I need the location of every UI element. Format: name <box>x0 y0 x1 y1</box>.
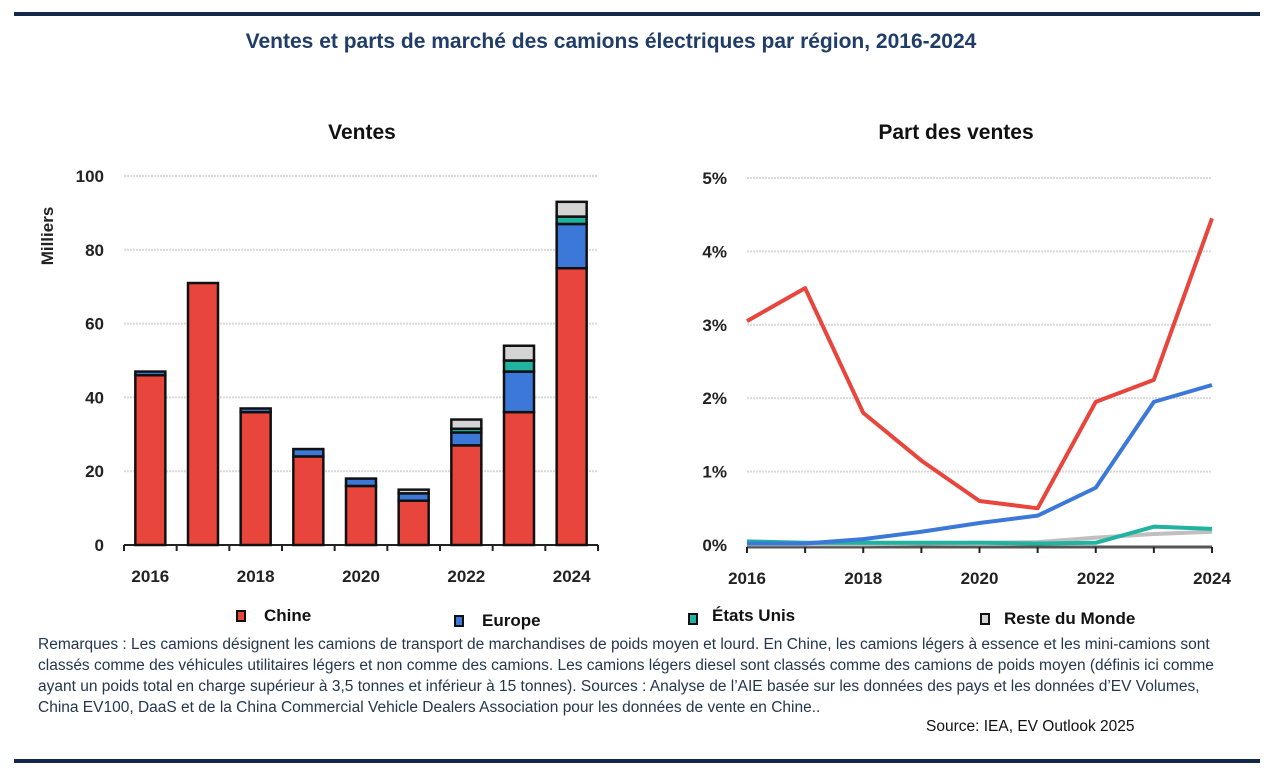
y-tick-label: 0 <box>95 536 104 555</box>
legend-swatch-reste-du-monde <box>980 613 990 625</box>
figure-title: Ventes et parts de marché des camions él… <box>245 30 977 53</box>
legend-swatch-etats-unis <box>688 613 698 625</box>
bar-chine-2024 <box>555 267 588 547</box>
bar-chine-2020 <box>344 484 378 547</box>
bar-chine-2022 <box>450 444 483 547</box>
y-tick-label: 1% <box>702 463 727 482</box>
legend-label-reste-du-monde: Reste du Monde <box>1004 609 1136 628</box>
legend-label-europe: Europe <box>482 611 541 630</box>
x-tick-label: 2020 <box>961 569 999 588</box>
bottom-rule <box>14 759 1260 763</box>
x-tick-label: 2024 <box>553 567 591 586</box>
legend-item-reste-du-monde: Reste du Monde <box>980 609 1135 629</box>
y-tick-label: 3% <box>702 316 727 335</box>
right-chart-title: Part des ventes <box>878 121 1034 144</box>
bar-chine-2021 <box>397 499 430 547</box>
y-tick-label: 2% <box>702 389 727 408</box>
source-credit: Source: IEA, EV Outlook 2025 <box>926 718 1135 735</box>
x-tick-label: 2016 <box>131 567 169 586</box>
legend-item-chine: Chine <box>236 606 311 626</box>
y-tick-label: 0% <box>702 536 727 555</box>
bar-europe-2018 <box>239 407 272 414</box>
x-tick-label: 2024 <box>1193 569 1231 588</box>
x-tick-label: 2022 <box>1077 569 1115 588</box>
y-tick-label: 100 <box>76 167 104 186</box>
bar-europe-2019 <box>292 447 325 458</box>
legend-label-etats-unis: États Unis <box>712 606 796 625</box>
y-tick-label: 80 <box>85 241 104 260</box>
bar-chine-2016 <box>134 374 167 547</box>
x-tick-label: 2016 <box>728 569 766 588</box>
legend-item-etats-unis: États Unis <box>688 606 795 626</box>
top-rule <box>14 12 1260 16</box>
bar-europe-2016 <box>134 370 167 377</box>
x-tick-label: 2018 <box>237 567 275 586</box>
bar-europe-2024 <box>555 222 588 270</box>
y-tick-label: 20 <box>85 462 104 481</box>
bar-chine-2017 <box>186 281 220 547</box>
legend-label-chine: Chine <box>264 606 312 625</box>
line-europe <box>747 383 1213 546</box>
bar-europe-2023 <box>502 370 536 414</box>
line-chine <box>746 217 1214 511</box>
bar-europe-2022 <box>450 431 483 447</box>
bar-reste-du-monde-2024 <box>555 200 588 218</box>
bar-reste-du-monde-2023 <box>502 344 536 362</box>
bar-chine-2018 <box>239 410 272 547</box>
bar-chine-2023 <box>502 410 536 547</box>
x-tick-label: 2020 <box>342 567 380 586</box>
bar-reste-du-monde-2021 <box>397 488 430 495</box>
y-tick-label: 60 <box>85 315 104 334</box>
bar-chine-2019 <box>292 455 325 547</box>
x-tick-label: 2022 <box>447 567 485 586</box>
y-tick-label: 4% <box>702 242 727 261</box>
y-axis-label: Milliers <box>38 207 57 266</box>
legend-item-europe: Europe <box>454 611 541 631</box>
x-tick-label: 2018 <box>844 569 882 588</box>
bar-états-unis-2023 <box>502 359 536 373</box>
legend-swatch-chine <box>236 610 246 622</box>
y-tick-label: 5% <box>702 169 727 188</box>
bar-europe-2020 <box>344 477 378 488</box>
legend-swatch-europe <box>454 615 464 627</box>
chart-notes: Remarques : Les camions désignent les ca… <box>38 636 1214 716</box>
y-tick-label: 40 <box>85 388 104 407</box>
left-chart-title: Ventes <box>328 121 396 144</box>
bar-reste-du-monde-2022 <box>450 418 483 431</box>
